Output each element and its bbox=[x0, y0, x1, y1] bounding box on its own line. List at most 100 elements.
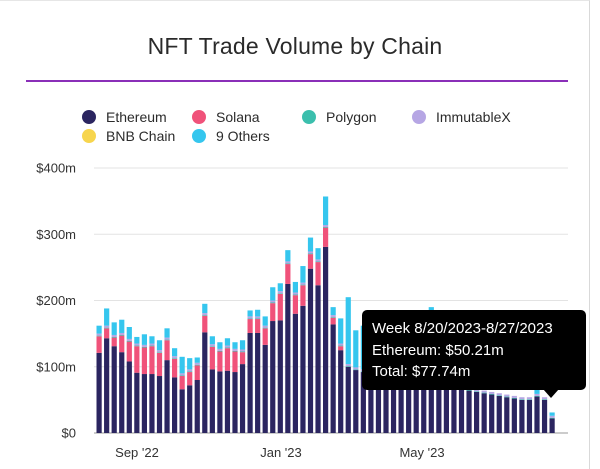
bar-segment-ethereum[interactable] bbox=[285, 283, 291, 433]
bar-segment-ethereum[interactable] bbox=[496, 395, 502, 433]
bar-segment-ethereum[interactable] bbox=[383, 377, 389, 433]
bar-segment-polygon[interactable] bbox=[534, 395, 540, 397]
bar-segment-solana[interactable] bbox=[247, 319, 253, 333]
bar-segment-ethereum[interactable] bbox=[443, 387, 449, 433]
bar-segment-polygon[interactable] bbox=[481, 392, 487, 394]
bar-segment-solana[interactable] bbox=[126, 341, 132, 362]
bar-segment-9-others[interactable] bbox=[126, 327, 132, 339]
bar-segment-solana[interactable] bbox=[338, 346, 344, 351]
bar-segment-ethereum[interactable] bbox=[534, 396, 540, 433]
bar-segment-ethereum[interactable] bbox=[375, 376, 382, 433]
bar-segment-ethereum[interactable] bbox=[315, 285, 321, 433]
bar-segment-immutablex[interactable] bbox=[496, 393, 502, 396]
bar-segment-polygon[interactable] bbox=[217, 350, 223, 352]
bar-segment-ethereum[interactable] bbox=[149, 374, 155, 433]
bar-segment-polygon[interactable] bbox=[224, 347, 231, 349]
bar-segment-ethereum[interactable] bbox=[519, 399, 525, 434]
bar-segment-ethereum[interactable] bbox=[330, 324, 336, 433]
bar-segment-ethereum[interactable] bbox=[277, 320, 283, 434]
bar-segment-immutablex[interactable] bbox=[307, 251, 314, 254]
bar-segment-solana[interactable] bbox=[315, 262, 321, 286]
bar-segment-immutablex[interactable] bbox=[149, 343, 155, 346]
bar-segment-9-others[interactable] bbox=[187, 358, 193, 370]
bar-segment-ethereum[interactable] bbox=[549, 418, 555, 433]
bar-segment-polygon[interactable] bbox=[511, 397, 517, 399]
bar-segment-immutablex[interactable] bbox=[338, 343, 344, 346]
bar-segment-ethereum[interactable] bbox=[247, 332, 253, 433]
bar-segment-immutablex[interactable] bbox=[104, 325, 110, 328]
bar-segment-9-others[interactable] bbox=[315, 248, 321, 260]
bar-segment-immutablex[interactable] bbox=[270, 300, 276, 303]
bar-segment-9-others[interactable] bbox=[179, 356, 185, 374]
bar-segment-ethereum[interactable] bbox=[481, 393, 487, 433]
bar-segment-polygon[interactable] bbox=[194, 364, 200, 366]
bar-segment-9-others[interactable] bbox=[156, 340, 163, 351]
bar-segment-polygon[interactable] bbox=[300, 284, 306, 286]
bar-segment-ethereum[interactable] bbox=[338, 350, 344, 433]
bar-segment-immutablex[interactable] bbox=[541, 397, 548, 400]
bar-segment-polygon[interactable] bbox=[255, 318, 261, 320]
bar-segment-ethereum[interactable] bbox=[202, 332, 208, 433]
legend-item-bnb-chain[interactable]: BNB Chain bbox=[82, 127, 175, 145]
bar-segment-polygon[interactable] bbox=[345, 366, 351, 367]
bar-segment-9-others[interactable] bbox=[330, 307, 336, 316]
bar-segment-polygon[interactable] bbox=[126, 340, 132, 342]
bar-segment-ethereum[interactable] bbox=[172, 377, 178, 433]
bar-segment-ethereum[interactable] bbox=[187, 385, 193, 433]
bar-segment-polygon[interactable] bbox=[270, 302, 276, 304]
legend-item-immutablex[interactable]: ImmutableX bbox=[412, 108, 511, 126]
bar-segment-polygon[interactable] bbox=[277, 293, 283, 294]
bar-segment-polygon[interactable] bbox=[338, 345, 344, 347]
bar-segment-solana[interactable] bbox=[202, 315, 208, 333]
bar-segment-immutablex[interactable] bbox=[164, 337, 170, 340]
bar-segment-ethereum[interactable] bbox=[126, 361, 132, 433]
bar-segment-ethereum[interactable] bbox=[111, 346, 117, 433]
bar-segment-ethereum[interactable] bbox=[413, 383, 419, 433]
bar-segment-polygon[interactable] bbox=[526, 399, 533, 400]
bar-segment-polygon[interactable] bbox=[209, 346, 215, 347]
bar-segment-ethereum[interactable] bbox=[466, 390, 472, 433]
bar-segment-ethereum[interactable] bbox=[300, 305, 306, 433]
bar-segment-immutablex[interactable] bbox=[277, 291, 283, 294]
bar-segment-polygon[interactable] bbox=[149, 345, 155, 347]
bar-segment-polygon[interactable] bbox=[496, 395, 502, 396]
bar-segment-9-others[interactable] bbox=[232, 342, 238, 349]
bar-segment-9-others[interactable] bbox=[300, 266, 306, 283]
bar-segment-ethereum[interactable] bbox=[390, 378, 397, 433]
bar-segment-ethereum[interactable] bbox=[406, 381, 412, 433]
bar-segment-immutablex[interactable] bbox=[474, 389, 480, 392]
bar-segment-ethereum[interactable] bbox=[134, 372, 140, 433]
legend-item-ethereum[interactable]: Ethereum bbox=[82, 108, 167, 126]
bar-segment-immutablex[interactable] bbox=[511, 395, 517, 398]
bar-segment-immutablex[interactable] bbox=[330, 315, 336, 318]
bar-segment-solana[interactable] bbox=[164, 340, 170, 361]
bar-segment-polygon[interactable] bbox=[164, 339, 170, 341]
bar-segment-solana[interactable] bbox=[96, 336, 102, 353]
bar-segment-9-others[interactable] bbox=[141, 334, 147, 345]
legend-item-others[interactable]: 9 Others bbox=[192, 127, 270, 145]
bar-segment-9-others[interactable] bbox=[172, 348, 178, 357]
bar-segment-ethereum[interactable] bbox=[398, 380, 404, 433]
bar-segment-ethereum[interactable] bbox=[164, 360, 170, 434]
bar-segment-polygon[interactable] bbox=[104, 327, 110, 329]
bar-segment-ethereum[interactable] bbox=[451, 388, 457, 433]
bar-segment-solana[interactable] bbox=[141, 347, 147, 375]
bar-segment-ethereum[interactable] bbox=[119, 352, 125, 433]
bar-segment-ethereum[interactable] bbox=[436, 386, 442, 434]
bar-segment-immutablex[interactable] bbox=[300, 282, 306, 285]
bar-segment-polygon[interactable] bbox=[239, 351, 246, 353]
bar-segment-solana[interactable] bbox=[111, 337, 117, 347]
bar-segment-9-others[interactable] bbox=[277, 283, 283, 292]
bar-segment-9-others[interactable] bbox=[345, 297, 351, 365]
bar-segment-immutablex[interactable] bbox=[232, 348, 238, 351]
bar-segment-ethereum[interactable] bbox=[156, 376, 163, 433]
bar-segment-immutablex[interactable] bbox=[481, 390, 487, 393]
bar-segment-solana[interactable] bbox=[300, 285, 306, 306]
bar-segment-9-others[interactable] bbox=[134, 336, 140, 344]
bar-segment-solana[interactable] bbox=[217, 351, 223, 372]
bar-segment-ethereum[interactable] bbox=[224, 370, 231, 433]
bar-segment-ethereum[interactable] bbox=[541, 399, 548, 434]
bar-segment-solana[interactable] bbox=[149, 346, 155, 375]
bar-segment-polygon[interactable] bbox=[119, 334, 125, 336]
bar-segment-immutablex[interactable] bbox=[156, 350, 163, 353]
